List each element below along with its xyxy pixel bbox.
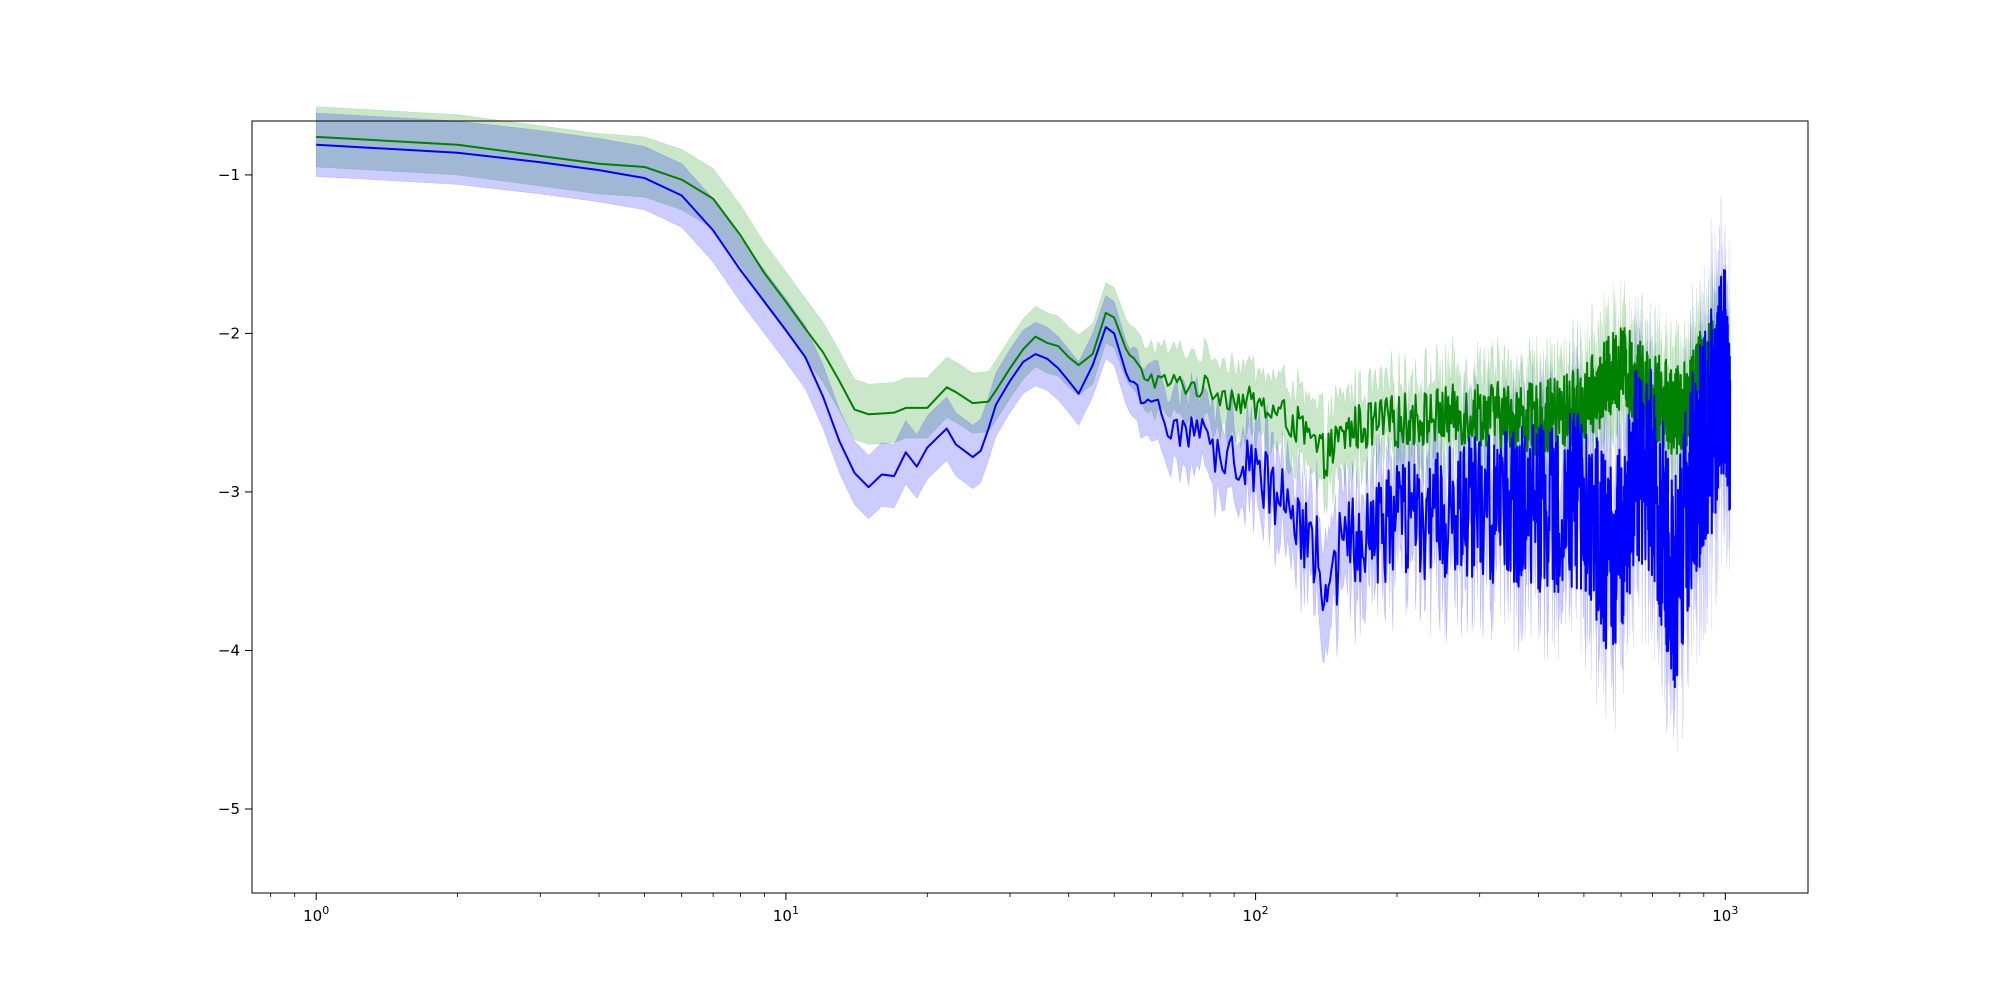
y-axis: −1 −2 −3 −4 −5 [218,166,252,818]
series-1-line [316,143,1732,689]
x-tick-label: 100 [303,904,329,925]
axes-frame [251,120,1809,894]
x-tick-label: 102 [1243,904,1269,925]
y-tick-label: −3 [218,483,240,501]
y-tick-label: −2 [218,324,240,342]
x-axis: 100 101 102 103 [270,893,1738,925]
y-tick-label: −4 [218,641,240,659]
x-tick-label: 101 [773,904,799,925]
y-tick-label: −1 [218,166,240,184]
series-lines [316,135,1732,689]
x-tick-label: 103 [1712,904,1738,925]
y-tick-label: −5 [218,800,240,818]
